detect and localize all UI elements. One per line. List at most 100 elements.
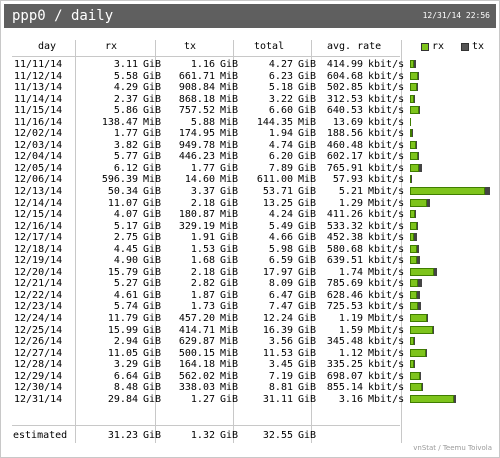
avg-rate-cell: 345.48 xyxy=(326,336,363,348)
total-unit-cell: GiB xyxy=(298,289,317,301)
total-cell: 4.27 xyxy=(268,59,293,70)
total-cell: 4.66 xyxy=(268,232,293,244)
avg-rate-cell: 1.29 xyxy=(338,197,363,209)
avg-rate-unit-cell: kbit/s xyxy=(368,301,405,313)
day-cell: 12/28/14 xyxy=(14,359,63,371)
day-cell: 12/22/14 xyxy=(14,289,63,301)
table-row: 11/15/14 5.86 GiB 757.52 MiB 6.60 GiB 640.53 kbi… xyxy=(0,105,500,117)
rx-unit-cell: GiB xyxy=(143,186,162,198)
traffic-bar xyxy=(410,106,420,115)
avg-rate-unit-cell: Mbit/s xyxy=(368,324,405,336)
avg-rate-cell: 13.69 xyxy=(332,116,363,128)
total-cell: 1.94 xyxy=(268,128,293,140)
table-row: 12/22/14 4.61 GiB 1.87 GiB 6.47 GiB 628.46 kbit/… xyxy=(0,290,500,302)
table-row: 12/29/14 6.64 GiB 562.02 MiB 7.19 GiB 698.07 kbi… xyxy=(0,371,500,383)
rx-unit-cell: MiB xyxy=(143,116,162,128)
total-unit-cell: GiB xyxy=(298,186,317,198)
traffic-bar xyxy=(410,267,437,276)
avg-rate-unit-cell: Mbit/s xyxy=(368,347,405,359)
day-cell: 12/05/14 xyxy=(14,162,63,174)
rx-bar-fill xyxy=(411,211,414,218)
table-row: 12/20/14 15.79 GiB 2.18 GiB 17.97 GiB 1.74 Mbit/… xyxy=(0,267,500,279)
day-cell: 12/19/14 xyxy=(14,255,63,267)
rx-unit-cell: GiB xyxy=(143,197,162,209)
day-cell: 12/30/14 xyxy=(14,382,63,394)
avg-rate-cell: 414.99 xyxy=(326,59,363,70)
rx-unit-cell: MiB xyxy=(143,174,162,186)
total-unit-cell: GiB xyxy=(298,209,317,221)
table-row: 12/04/14 5.77 GiB 446.23 MiB 6.20 GiB 602.17 kbi… xyxy=(0,151,500,163)
tx-unit-cell: MiB xyxy=(220,82,239,94)
total-cell: 6.20 xyxy=(268,151,293,163)
rx-cell: 5.27 xyxy=(113,278,138,290)
total-cell: 3.56 xyxy=(268,336,293,348)
rx-cell: 4.90 xyxy=(113,255,138,267)
rx-bar-segment xyxy=(410,244,417,253)
traffic-bar xyxy=(410,117,411,126)
rx-unit-cell: GiB xyxy=(143,255,162,267)
traffic-bar xyxy=(410,163,422,172)
table-row: 12/17/14 2.75 GiB 1.91 GiB 4.66 GiB 452.38 kbit/… xyxy=(0,232,500,244)
rx-cell: 4.07 xyxy=(113,209,138,221)
total-unit-cell: GiB xyxy=(298,105,317,117)
rx-bar-fill xyxy=(411,107,418,114)
rx-unit-cell: GiB xyxy=(143,128,162,140)
traffic-bar xyxy=(410,337,415,346)
tx-cell: 661.71 xyxy=(178,70,215,82)
rx-bar-fill xyxy=(411,268,433,275)
day-cell: 12/25/14 xyxy=(14,324,63,336)
tx-unit-cell: MiB xyxy=(220,70,239,82)
total-unit-cell: GiB xyxy=(298,324,317,336)
rx-bar-segment xyxy=(410,256,417,265)
avg-rate-unit-cell: kbit/s xyxy=(368,370,405,382)
rx-bar-fill xyxy=(411,361,413,368)
rx-bar-segment xyxy=(410,302,418,311)
tx-cell: 908.84 xyxy=(178,82,215,94)
tx-bar-segment xyxy=(433,325,434,334)
day-cell: 11/14/14 xyxy=(14,93,63,105)
avg-rate-unit-cell: kbit/s xyxy=(368,105,405,117)
rx-bar-segment xyxy=(410,175,411,184)
table-row: 12/24/14 11.79 GiB 457.20 MiB 12.24 GiB 1.19 Mbi… xyxy=(0,313,500,325)
traffic-bar xyxy=(410,371,421,380)
legend-tx-label: tx xyxy=(472,41,485,52)
header-avg-rate: avg. rate xyxy=(327,41,382,52)
rx-cell: 11.07 xyxy=(107,197,138,209)
avg-rate-cell: 725.53 xyxy=(326,301,363,313)
tx-cell: 1.16 xyxy=(190,59,215,70)
rx-cell: 15.99 xyxy=(107,324,138,336)
footer-credit: vnStat / Teemu Toivola xyxy=(413,444,492,452)
avg-rate-cell: 452.38 xyxy=(326,232,363,244)
day-cell: 12/13/14 xyxy=(14,186,63,198)
total-unit-cell: GiB xyxy=(298,336,317,348)
total-unit-cell: MiB xyxy=(298,116,317,128)
tx-cell: 1.68 xyxy=(190,255,215,267)
rx-bar-fill xyxy=(411,188,484,195)
estimated-tx: 1.32 xyxy=(190,430,215,441)
rx-bar-segment xyxy=(410,187,485,196)
rx-unit-cell: GiB xyxy=(143,105,162,117)
traffic-bar xyxy=(410,383,423,392)
avg-rate-cell: 604.68 xyxy=(326,70,363,82)
day-cell: 11/12/14 xyxy=(14,70,63,82)
traffic-bar xyxy=(410,256,420,265)
rx-cell: 4.61 xyxy=(113,289,138,301)
estimated-rx-unit: GiB xyxy=(143,430,162,441)
total-cell: 3.22 xyxy=(268,93,293,105)
total-unit-cell: GiB xyxy=(298,278,317,290)
total-cell: 31.11 xyxy=(262,393,293,405)
avg-rate-cell: 765.91 xyxy=(326,162,363,174)
avg-rate-unit-cell: kbit/s xyxy=(368,243,405,255)
tx-cell: 457.20 xyxy=(178,313,215,325)
total-unit-cell: GiB xyxy=(298,128,317,140)
avg-rate-cell: 335.25 xyxy=(326,359,363,371)
avg-rate-cell: 1.12 xyxy=(338,347,363,359)
table-row: 12/14/14 11.07 GiB 2.18 GiB 13.25 GiB 1.29 Mbit/… xyxy=(0,198,500,210)
traffic-bar xyxy=(410,94,415,103)
table-row: 11/12/14 5.58 GiB 661.71 MiB 6.23 GiB 604.68 kbi… xyxy=(0,71,500,83)
tx-cell: 562.02 xyxy=(178,370,215,382)
tx-bar-segment xyxy=(414,337,415,346)
tx-bar-segment xyxy=(420,371,421,380)
traffic-bar xyxy=(410,279,422,288)
rx-unit-cell: GiB xyxy=(143,82,162,94)
